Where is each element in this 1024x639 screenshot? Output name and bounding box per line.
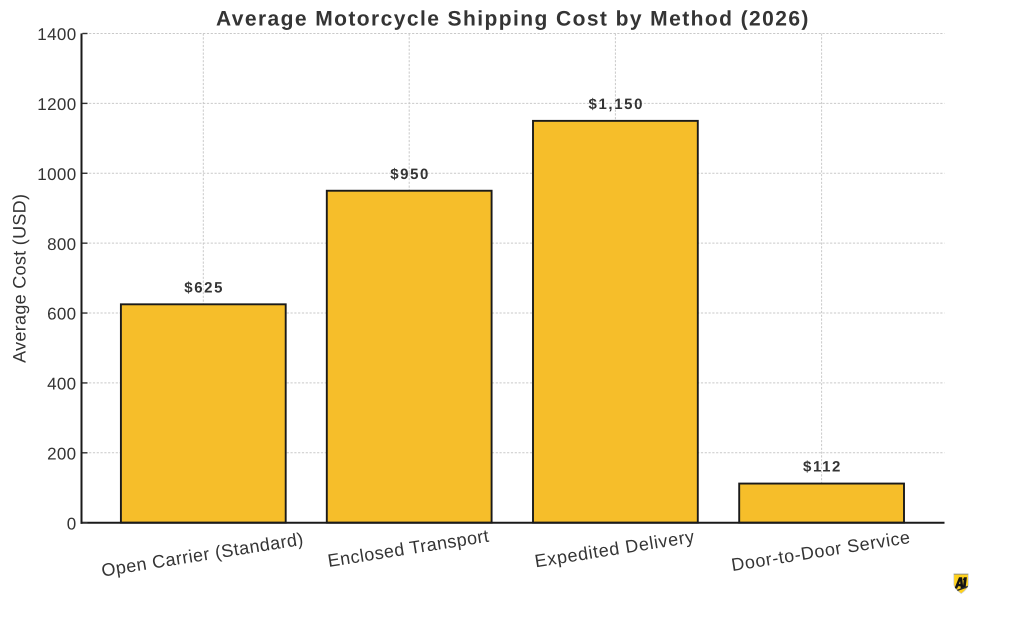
svg-text:200: 200: [47, 444, 76, 463]
svg-text:$950: $950: [390, 166, 430, 183]
svg-text:$112: $112: [803, 459, 842, 476]
svg-text:600: 600: [47, 305, 76, 324]
svg-text:Average Cost (USD): Average Cost (USD): [10, 194, 30, 363]
svg-text:1400: 1400: [37, 25, 76, 44]
svg-text:400: 400: [47, 375, 76, 394]
svg-text:1200: 1200: [37, 95, 76, 114]
svg-text:$625: $625: [184, 279, 224, 296]
svg-text:1000: 1000: [37, 165, 76, 184]
svg-text:Average Motorcycle Shipping Co: Average Motorcycle Shipping Cost by Meth…: [216, 7, 810, 30]
svg-text:0: 0: [67, 514, 77, 533]
svg-text:$1,150: $1,150: [589, 96, 644, 113]
svg-text:800: 800: [47, 235, 76, 254]
